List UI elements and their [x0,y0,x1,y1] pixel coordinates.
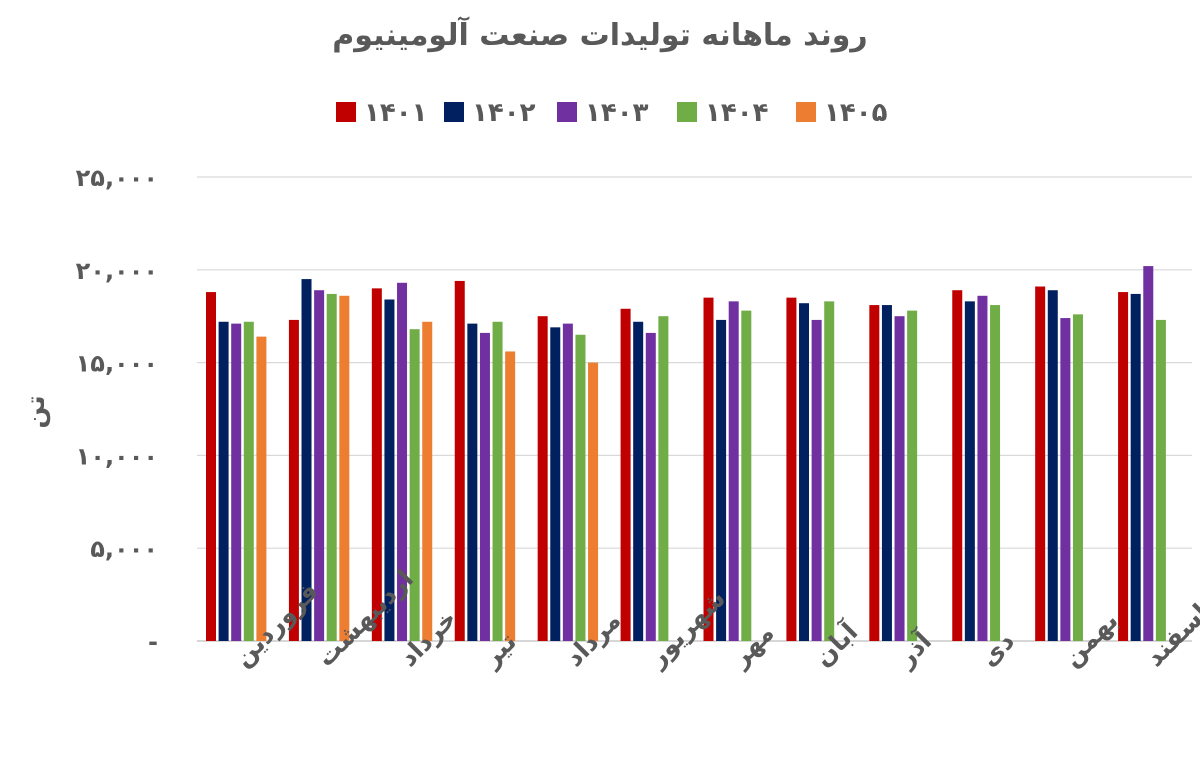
bar-10-0 [1035,286,1046,641]
bar-9-1 [964,301,975,641]
bar-7-1 [799,303,810,641]
bar-8-1 [881,305,892,641]
bar-3-3 [492,321,503,641]
bar-10-3 [1072,314,1083,641]
y-tick-label: ۲۵,۰۰۰ [76,164,158,192]
bar-1-3 [326,293,337,641]
bar-3-1 [467,323,478,641]
bar-8-2 [894,316,905,641]
bar-1-4 [339,295,350,641]
bar-7-0 [786,297,797,641]
bar-1-2 [314,290,325,641]
bar-10-2 [1060,318,1071,641]
bar-4-4 [588,362,599,641]
bar-2-3 [409,329,420,641]
y-tick-label: ۵,۰۰۰ [90,535,158,563]
bar-9-0 [952,290,963,641]
legend-swatch [677,102,697,122]
bar-6-0 [703,297,714,641]
legend-swatch [796,102,816,122]
legend-label: ۱۴۰۴ [705,98,768,128]
bar-1-0 [288,319,299,641]
bar-3-0 [454,280,465,641]
bar-8-3 [907,310,918,641]
legend-label: ۱۴۰۳ [585,98,649,128]
y-tick-label: ۱۵,۰۰۰ [76,350,158,378]
bar-4-3 [575,334,586,641]
bar-11-0 [1118,292,1129,641]
bar-0-4 [256,336,267,641]
bar-2-1 [384,299,395,641]
legend-swatch [336,102,356,122]
bar-4-2 [562,323,573,641]
bar-9-2 [977,295,988,641]
grid-lines [197,176,1192,642]
bar-11-2 [1143,266,1154,641]
legend-label: ۱۴۰۱ [364,98,427,128]
bar-7-3 [824,301,835,641]
legend-label: ۱۴۰۵ [824,98,888,128]
bar-5-1 [633,321,644,641]
bar-7-2 [811,319,822,641]
bar-11-1 [1130,293,1141,641]
bar-0-0 [206,292,216,641]
y-tick-label: - [148,628,158,656]
bar-4-1 [550,327,561,641]
legend-swatch [444,102,464,122]
bar-1-1 [301,279,312,641]
bar-8-0 [869,305,880,641]
bar-0-2 [231,323,242,641]
bar-2-4 [422,321,433,641]
bar-3-4 [505,351,516,641]
bar-5-3 [658,316,669,641]
bar-11-3 [1155,319,1166,641]
legend: ۱۴۰۱ ۱۴۰۲ ۱۴۰۳ ۱۴۰۴ ۱۴۰۵ [336,98,888,128]
y-axis-ticks: - ۵,۰۰۰ ۱۰,۰۰۰ ۱۵,۰۰۰ ۲۰,۰۰۰ ۲۵,۰۰۰ [76,164,158,656]
bar-2-2 [397,282,408,641]
bar-0-3 [243,321,254,641]
legend-label: ۱۴۰۲ [472,98,536,128]
bar-5-0 [620,308,631,641]
y-tick-label: ۲۰,۰۰۰ [76,257,158,285]
bar-5-2 [645,332,656,641]
bar-6-1 [716,319,727,641]
bar-9-3 [990,305,1001,641]
y-tick-label: ۱۰,۰۰۰ [76,442,158,470]
bar-6-3 [741,310,752,641]
legend-swatch [557,102,577,122]
bar-3-2 [479,332,490,641]
bar-4-0 [537,316,548,641]
bar-10-1 [1047,290,1058,641]
bar-0-1 [218,321,229,641]
y-axis-label: تن [21,395,51,428]
bar-2-0 [371,288,382,641]
bars [206,266,1166,641]
chart-title: روند ماهانه تولیدات صنعت آلومینیوم [332,18,868,53]
bar-6-2 [728,301,739,641]
